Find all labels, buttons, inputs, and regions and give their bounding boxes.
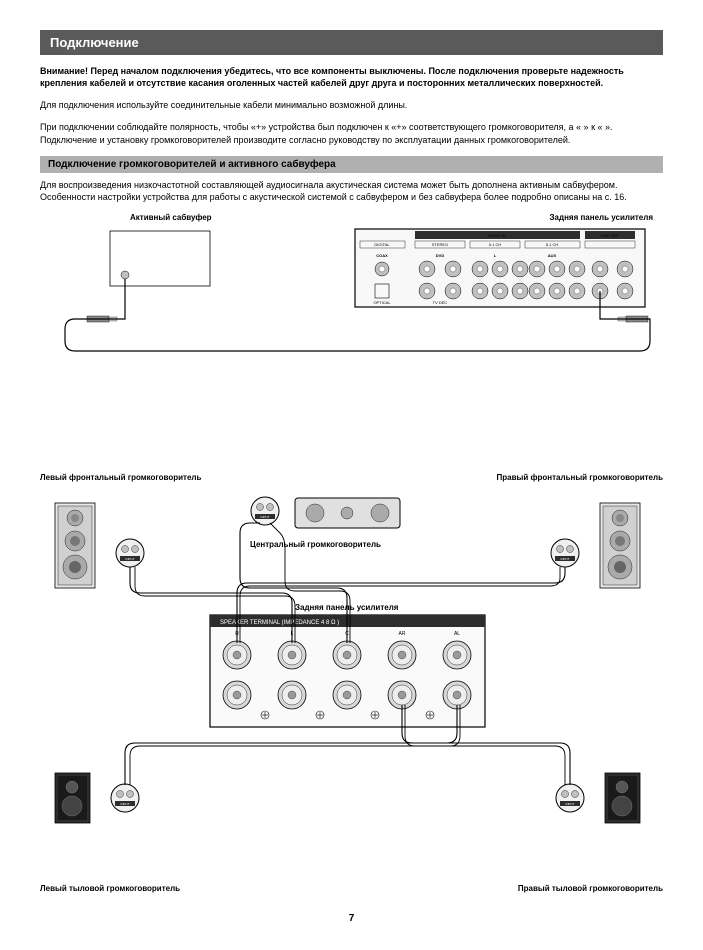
diagram-subwoofer: Активный сабвуфер Задняя панель усилител… xyxy=(40,213,663,383)
svg-text:STEREO: STEREO xyxy=(432,242,448,247)
svg-text:AR: AR xyxy=(399,631,406,637)
svg-text:5.1 CH: 5.1 CH xyxy=(546,242,559,247)
svg-text:TV DEC: TV DEC xyxy=(433,300,448,305)
label-left-rear: Левый тыловой громкоговоритель xyxy=(40,884,180,893)
svg-text:5.1 CH: 5.1 CH xyxy=(489,242,502,247)
svg-text:COAX: COAX xyxy=(376,253,388,258)
label-active-sub: Активный сабвуфер xyxy=(130,213,212,222)
diagram-speakers: Левый фронтальный громкоговоритель Правы… xyxy=(40,473,663,893)
svg-text:AUX: AUX xyxy=(548,253,557,258)
svg-text:DVD: DVD xyxy=(436,253,445,258)
svg-text:AUDIO IN: AUDIO IN xyxy=(488,233,506,238)
page-number: 7 xyxy=(40,913,663,924)
label-center: Центральный громкоговоритель xyxy=(250,540,381,549)
svg-text:DIGITAL: DIGITAL xyxy=(374,242,390,247)
intro-paragraph-2: Для подключения используйте соединительн… xyxy=(40,99,663,111)
intro-paragraph-3: При подключении соблюдайте полярность, ч… xyxy=(40,121,663,145)
svg-text:OPTICAL: OPTICAL xyxy=(373,300,391,305)
label-rear-panel-2: Задняя панель усилителя xyxy=(295,603,398,612)
intro-paragraph-1: Внимание! Перед началом подключения убед… xyxy=(40,65,663,89)
svg-text:AL: AL xyxy=(454,631,460,637)
label-right-rear: Правый тыловой громкоговоритель xyxy=(518,884,663,893)
section-header: Подключение xyxy=(40,30,663,55)
sub-paragraph: Для воспроизведения низкочастотной соста… xyxy=(40,179,663,203)
svg-text:LINE OUT: LINE OUT xyxy=(601,233,620,238)
label-right-front: Правый фронтальный громкоговоритель xyxy=(497,473,663,482)
sub-header: Подключение громкоговорителей и активног… xyxy=(40,156,663,173)
svg-text:SPEAKER TERMINAL (IMPEDANCE: SPEAKER TERMINAL (IMPEDANCE 4 8 Ω ) xyxy=(220,620,339,626)
label-rear-panel: Задняя панель усилителя xyxy=(550,213,653,222)
label-left-front: Левый фронтальный громкоговоритель xyxy=(40,473,201,482)
